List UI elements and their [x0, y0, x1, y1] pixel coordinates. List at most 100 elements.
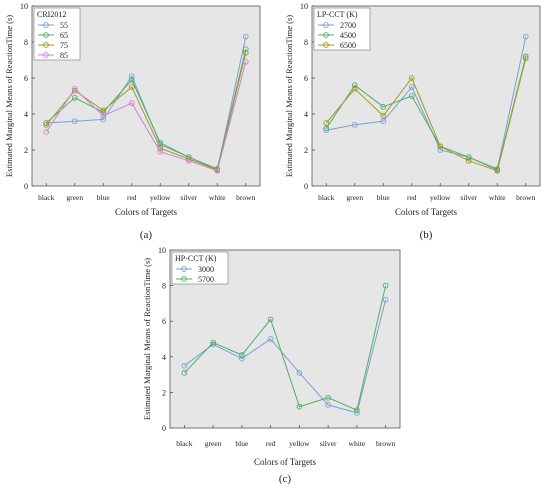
data-point-5700 [354, 407, 360, 414]
data-point-6500 [494, 167, 501, 174]
data-point-55 [242, 33, 249, 40]
y-tick-label: 10 [158, 246, 166, 255]
x-tick-label: silver [180, 193, 197, 202]
legend-item-label: 2700 [340, 21, 356, 30]
y-tick-label: 0 [162, 424, 166, 433]
x-tick-label: yellow [430, 193, 451, 202]
data-point-5700 [325, 394, 331, 401]
series-line-65 [45, 49, 247, 170]
data-point-3000 [296, 369, 303, 376]
data-point-2700 [437, 147, 444, 153]
series-line-2700 [326, 36, 527, 170]
x-axis-title: Colors of Targets [395, 207, 458, 217]
series-line-5700 [184, 285, 387, 411]
y-tick-label: 2 [24, 146, 28, 155]
legend-title: HP-CCT (K) [175, 254, 217, 263]
y-axis-title: Estimated Marginal Means of ReactionTime… [284, 15, 294, 177]
data-point-4500 [323, 125, 330, 132]
data-point-55 [71, 118, 78, 125]
legend-box [313, 7, 371, 51]
data-point-2700 [380, 118, 387, 125]
data-point-3000 [181, 362, 188, 369]
data-point-85 [128, 100, 135, 107]
chart-panel-3: 0 2 4 6 8 10 black green blue red yellow silver whit… [142, 246, 401, 485]
x-axis-title: Colors of Targets [115, 207, 178, 217]
chart-panel-2: 0 2 4 6 8 10 black green blue red yellow silver whit… [284, 2, 541, 241]
y-tick-label: 10 [20, 2, 28, 11]
legend-title: LP-CCT (K) [317, 10, 358, 19]
data-point-5700 [267, 316, 274, 323]
x-tick-label: black [38, 193, 54, 202]
legend-swatch-marker [43, 52, 49, 58]
data-point-3000 [239, 355, 245, 362]
data-point-85 [157, 148, 164, 155]
data-point-3000 [210, 341, 216, 348]
series-line-6500 [325, 58, 527, 172]
data-point-85 [214, 167, 221, 174]
legend-item-label: 4500 [340, 31, 356, 40]
data-point-65 [185, 154, 192, 161]
y-tick-label: 0 [24, 182, 28, 191]
data-point-5700 [181, 369, 188, 376]
legend-swatch-marker [43, 42, 49, 48]
data-point-2700 [522, 33, 529, 40]
data-point-6500 [323, 120, 330, 126]
data-point-85 [242, 58, 249, 65]
y-tick-label: 4 [162, 353, 166, 362]
data-point-2700 [351, 121, 358, 128]
legend-swatch-marker [323, 32, 329, 38]
x-tick-label: green [205, 439, 222, 448]
panel-label: (b) [420, 229, 433, 241]
data-point-85 [185, 157, 192, 164]
x-tick-label: blue [235, 439, 249, 448]
data-point-4500 [380, 103, 387, 110]
x-tick-label: white [489, 193, 506, 202]
x-tick-label: brown [236, 193, 255, 202]
x-tick-label: silver [320, 439, 337, 448]
data-point-5700 [239, 352, 245, 358]
data-point-3000 [267, 336, 274, 342]
y-axis-title: Estimated Marginal Means of ReactionTime… [142, 258, 152, 420]
data-point-3000 [325, 402, 331, 408]
x-tick-label: yellow [289, 439, 310, 448]
chart-panel-1: 0 2 4 6 8 10 black green blue red yellow silver whit… [4, 2, 261, 241]
data-point-85 [43, 129, 50, 135]
data-point-85 [71, 85, 78, 92]
x-tick-label: green [66, 193, 83, 202]
data-point-65 [128, 76, 135, 83]
data-point-4500 [465, 154, 472, 161]
y-axis-title: Estimated Marginal Means of ReactionTime… [4, 15, 14, 177]
series-line-85 [45, 61, 247, 172]
legend-swatch-marker [181, 266, 187, 272]
y-tick-label: 10 [300, 2, 308, 11]
x-tick-label: green [346, 193, 363, 202]
legend-title: CRI2012 [37, 10, 66, 19]
data-point-75 [43, 121, 50, 128]
data-point-55 [128, 73, 135, 80]
legend-swatch-marker [181, 276, 187, 282]
data-point-6500 [408, 75, 415, 81]
legend-swatch-marker [43, 32, 49, 38]
x-tick-label: yellow [150, 193, 171, 202]
data-point-6500 [351, 85, 358, 92]
x-tick-label: black [176, 439, 192, 448]
data-point-65 [242, 46, 249, 53]
legend-item-label: 85 [60, 51, 68, 60]
data-point-6500 [437, 143, 444, 150]
legend-box [33, 7, 81, 61]
data-point-55 [100, 116, 107, 123]
series-line-4500 [325, 56, 527, 171]
data-point-3000 [382, 296, 389, 303]
y-tick-label: 0 [304, 182, 308, 191]
legend-item-label: 5700 [198, 275, 214, 284]
panel-label: (c) [279, 473, 292, 485]
y-tick-label: 6 [24, 74, 28, 83]
y-tick-label: 2 [304, 146, 308, 155]
y-tick-label: 6 [162, 317, 166, 326]
x-tick-label: red [127, 193, 137, 202]
x-axis-title: Colors of Targets [254, 457, 317, 467]
y-tick-label: 8 [24, 38, 28, 47]
series-line-3000 [184, 299, 387, 414]
x-tick-label: red [266, 439, 276, 448]
